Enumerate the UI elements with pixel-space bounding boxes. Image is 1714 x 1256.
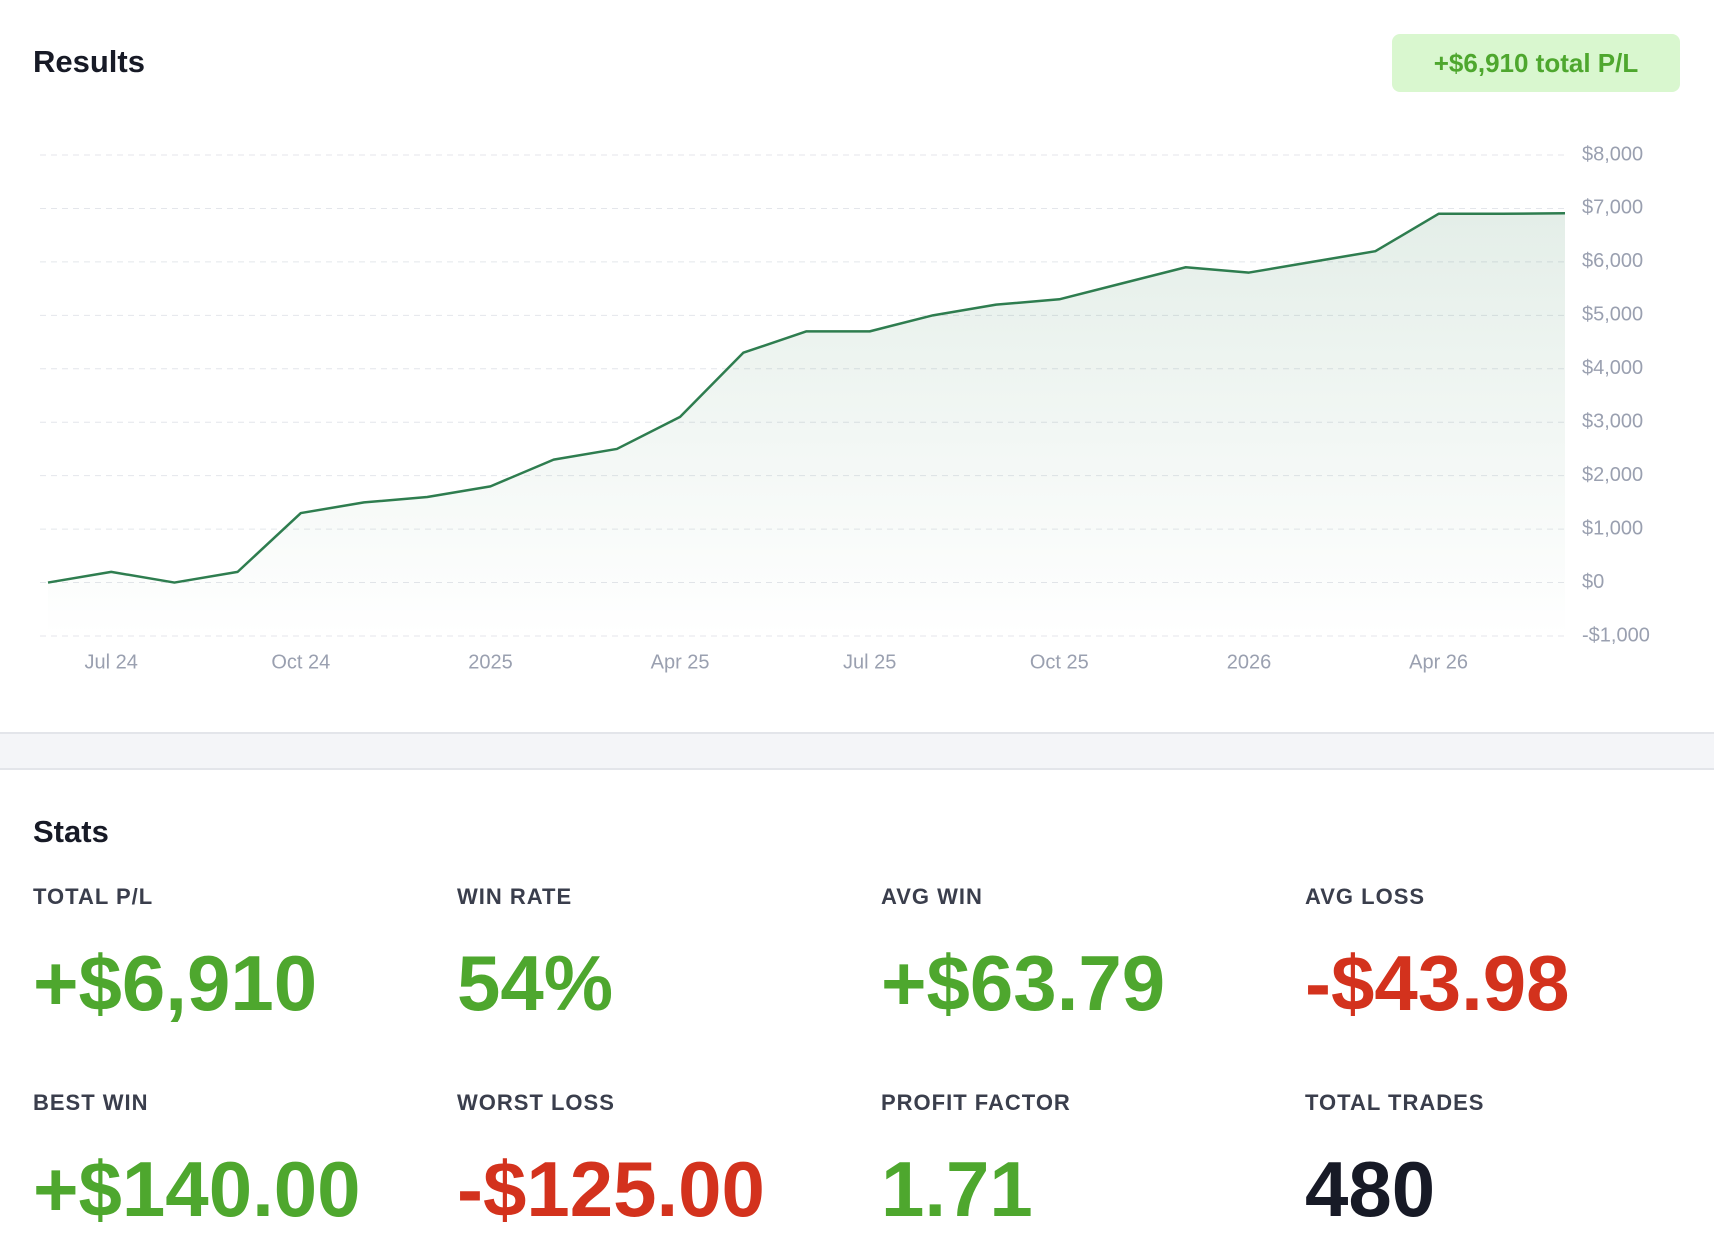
- x-tick-label: Apr 25: [651, 651, 710, 673]
- line: [47, 212, 1566, 584]
- y-tick-label: -$1,000: [1582, 624, 1650, 646]
- stat-value: +$140.00: [33, 1145, 361, 1233]
- stat-value: 1.71: [881, 1145, 1033, 1233]
- stat-value: -$125.00: [457, 1145, 765, 1233]
- stat-label: AVG LOSS: [1305, 884, 1426, 909]
- total-badge: +$6,910 total P/L: [1392, 34, 1680, 92]
- stat: WIN RATE 54%: [457, 884, 877, 1029]
- stat-value: +$63.79: [881, 939, 1166, 1027]
- y-tick-label: $3,000: [1582, 411, 1643, 433]
- x-tick-label: Apr 26: [1409, 651, 1468, 673]
- stats-title: Stats: [33, 814, 109, 849]
- x-tick-label: Jul 25: [843, 651, 896, 673]
- stat-value: +$6,910: [33, 939, 318, 1027]
- y-tick-label: $2,000: [1582, 464, 1643, 486]
- x-tick-label: Oct 24: [271, 651, 330, 673]
- stat-value: -$43.98: [1305, 939, 1570, 1027]
- y-tick-label: $7,000: [1582, 197, 1643, 219]
- stat: AVG WIN +$63.79: [881, 884, 1301, 1029]
- y-tick-label: $6,000: [1582, 250, 1643, 272]
- y-tick-label: $5,000: [1582, 304, 1643, 326]
- stat: TOTAL TRADES 480: [1305, 1090, 1714, 1235]
- stat: AVG LOSS -$43.98: [1305, 884, 1714, 1029]
- area: [48, 213, 1565, 636]
- y-tick-label: $1,000: [1582, 517, 1643, 539]
- stat: WORST LOSS -$125.00: [457, 1090, 877, 1235]
- results-title: Results: [33, 44, 145, 79]
- stat: TOTAL P/L +$6,910: [33, 884, 453, 1029]
- stat-value: 54%: [457, 939, 614, 1027]
- section-divider: [0, 732, 1714, 770]
- x-tick-label: Oct 25: [1030, 651, 1089, 673]
- x-tick-label: Jul 24: [85, 651, 138, 673]
- y-tick-label: $4,000: [1582, 357, 1643, 379]
- stat-label: PROFIT FACTOR: [881, 1090, 1071, 1115]
- y-tick-label: $0: [1582, 571, 1604, 593]
- stat: BEST WIN +$140.00: [33, 1090, 453, 1235]
- x-tick-label: 2026: [1227, 651, 1272, 673]
- stat-label: TOTAL P/L: [33, 884, 154, 909]
- stat-label: WIN RATE: [457, 884, 573, 909]
- chart: -$1,000 $0 $1,000 $2,000 $3,000 $4,000 $5,000 $…: [40, 143, 1650, 673]
- stat-value: 480: [1305, 1145, 1436, 1233]
- stat-label: AVG WIN: [881, 884, 983, 909]
- x-tick-label: 2025: [468, 651, 513, 673]
- stat-label: WORST LOSS: [457, 1090, 615, 1115]
- stat: PROFIT FACTOR 1.71: [881, 1090, 1301, 1235]
- stat-label: BEST WIN: [33, 1090, 149, 1115]
- y-tick-label: $8,000: [1582, 143, 1643, 165]
- stat-label: TOTAL TRADES: [1305, 1090, 1485, 1115]
